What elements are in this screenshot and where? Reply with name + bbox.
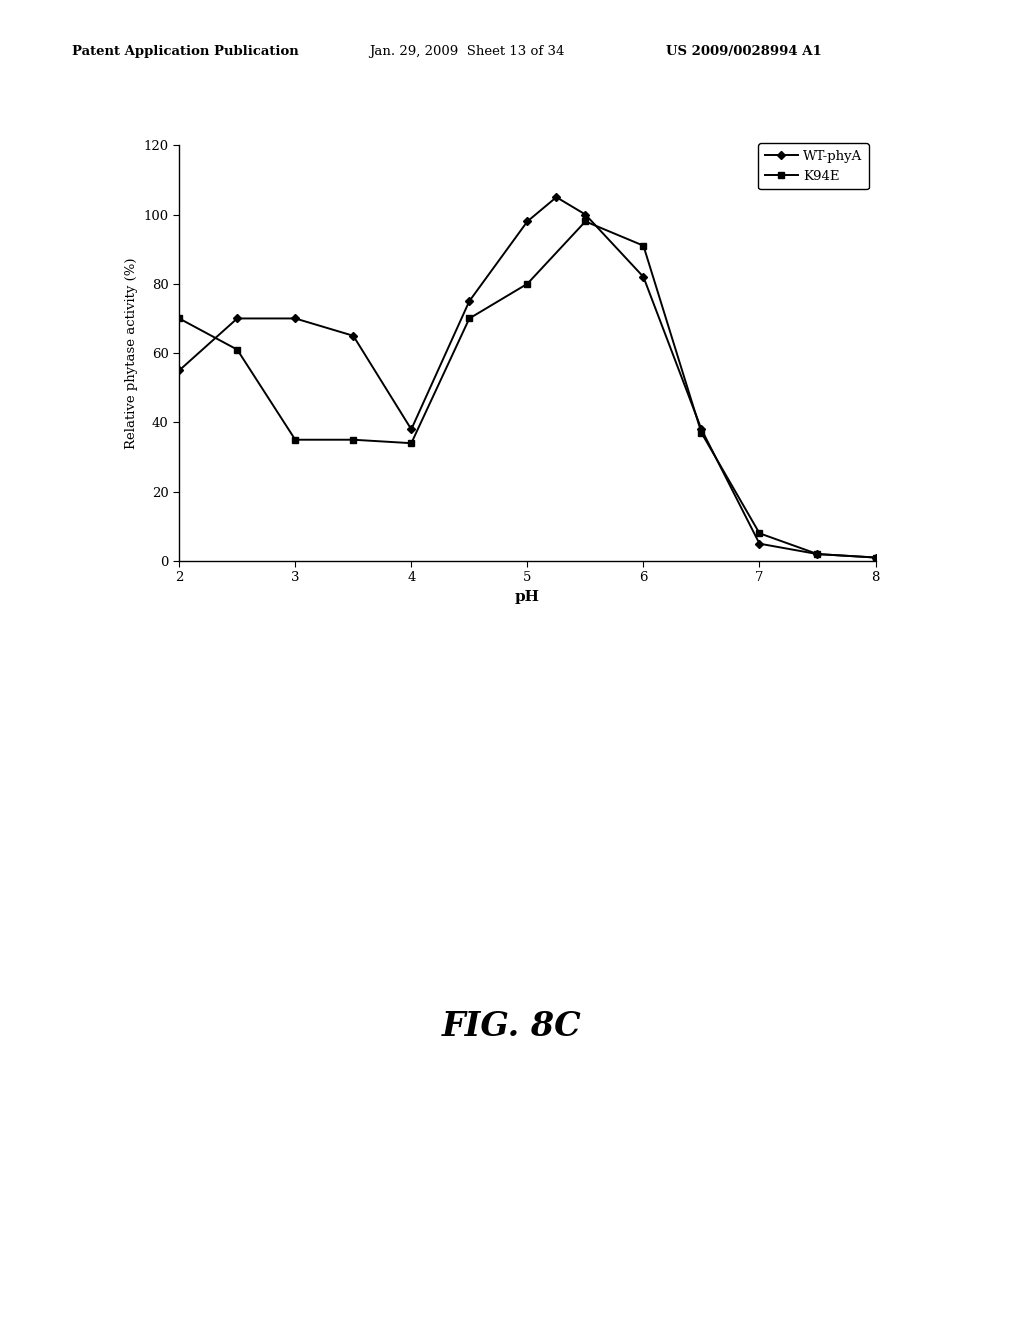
X-axis label: pH: pH xyxy=(515,590,540,605)
WT-phyA xyxy=(695,421,708,437)
K94E xyxy=(173,310,185,326)
WT-phyA xyxy=(347,327,359,343)
K94E xyxy=(521,276,534,292)
WT-phyA xyxy=(521,214,534,230)
WT-phyA xyxy=(637,269,649,285)
K94E xyxy=(695,425,708,441)
Text: US 2009/0028994 A1: US 2009/0028994 A1 xyxy=(666,45,821,58)
WT-phyA xyxy=(550,189,562,205)
Text: FIG. 8C: FIG. 8C xyxy=(442,1010,582,1043)
K94E xyxy=(406,436,418,451)
Text: Jan. 29, 2009  Sheet 13 of 34: Jan. 29, 2009 Sheet 13 of 34 xyxy=(369,45,564,58)
WT-phyA xyxy=(580,206,592,222)
Line: K94E: K94E xyxy=(176,218,879,561)
K94E xyxy=(811,546,823,562)
K94E xyxy=(347,432,359,447)
WT-phyA xyxy=(869,549,882,565)
Y-axis label: Relative phytase activity (%): Relative phytase activity (%) xyxy=(125,257,138,449)
Line: WT-phyA: WT-phyA xyxy=(176,194,879,561)
WT-phyA xyxy=(811,546,823,562)
WT-phyA xyxy=(173,363,185,379)
K94E xyxy=(637,238,649,253)
WT-phyA xyxy=(406,421,418,437)
WT-phyA xyxy=(289,310,301,326)
K94E xyxy=(754,525,766,541)
K94E xyxy=(580,214,592,230)
K94E xyxy=(289,432,301,447)
K94E xyxy=(231,342,244,358)
Legend: WT-phyA, K94E: WT-phyA, K94E xyxy=(758,144,869,189)
K94E xyxy=(869,549,882,565)
K94E xyxy=(463,310,475,326)
Text: Patent Application Publication: Patent Application Publication xyxy=(72,45,298,58)
WT-phyA xyxy=(231,310,244,326)
WT-phyA xyxy=(463,293,475,309)
WT-phyA xyxy=(754,536,766,552)
